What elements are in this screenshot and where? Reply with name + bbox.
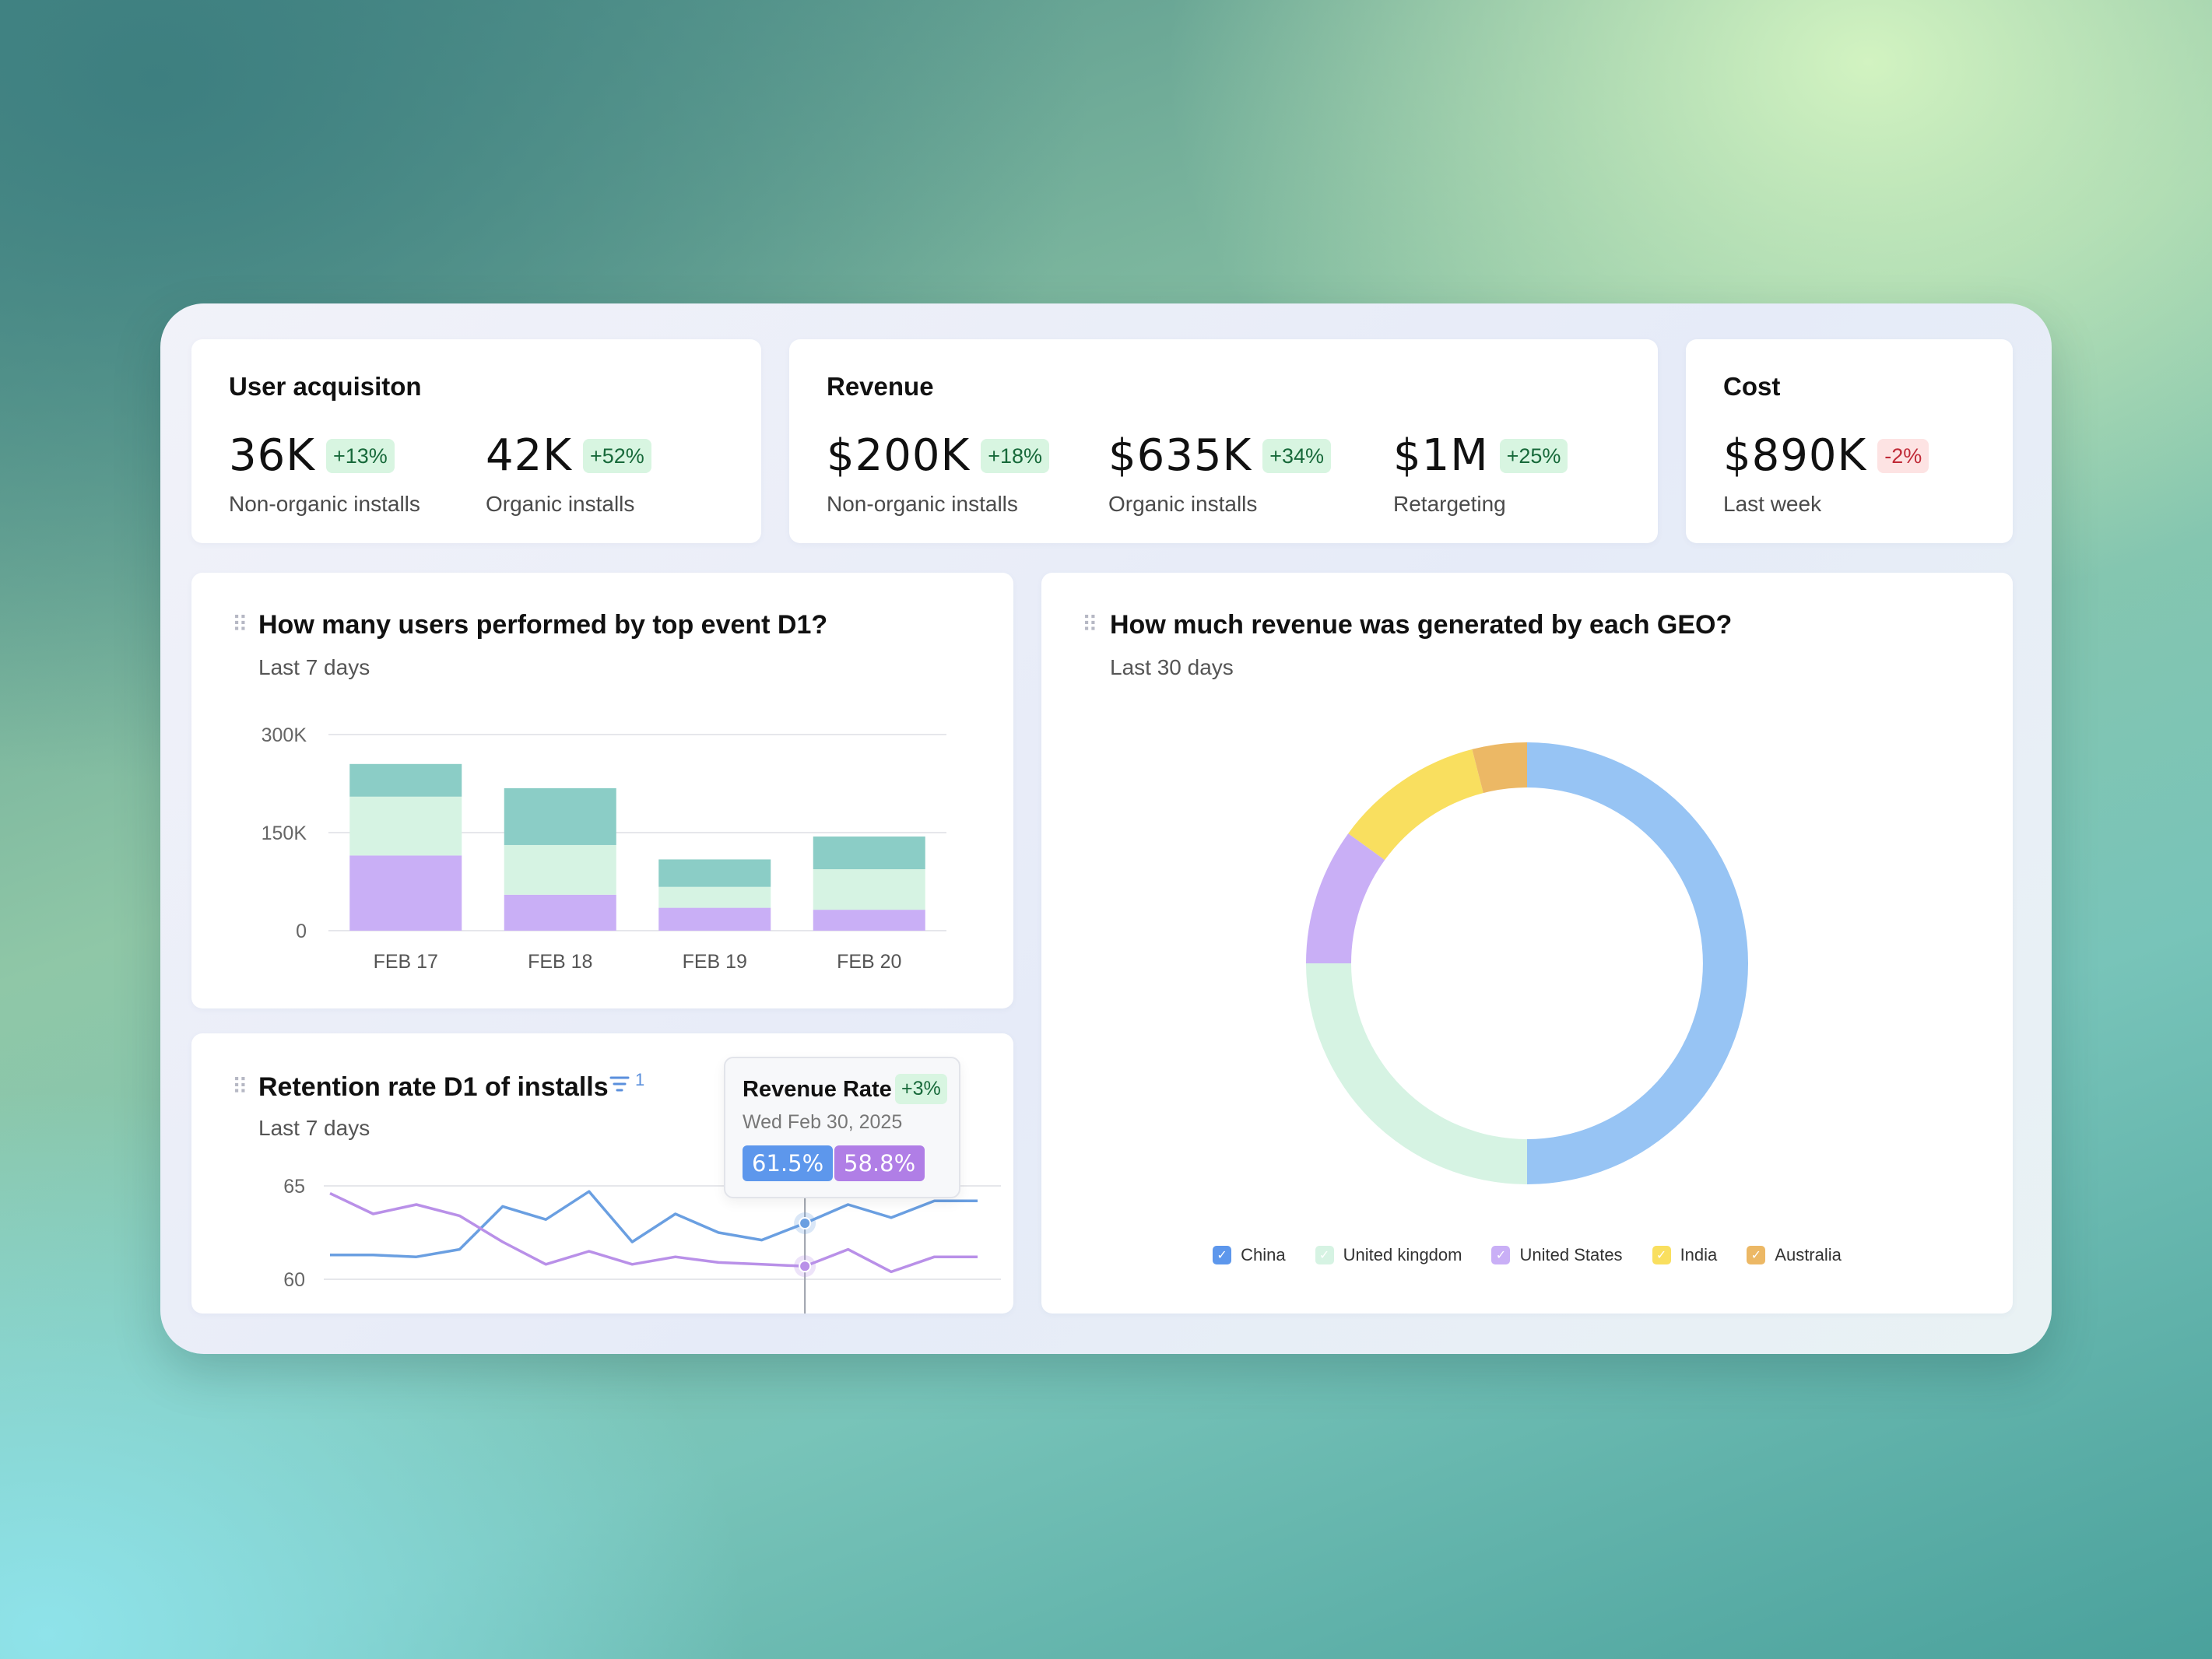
kpi-item: $635K +34% Organic installs	[1108, 430, 1332, 517]
y-tick-label: 0	[296, 921, 307, 942]
kpi-card-user-acquisition: User acquisiton 36K +13% Non-organic ins…	[191, 339, 761, 543]
tooltip-date: Wed Feb 30, 2025	[743, 1111, 903, 1133]
change-badge: +25%	[1499, 439, 1568, 473]
donut-chart	[1306, 742, 1748, 1184]
kpi-label: Last week	[1723, 492, 1822, 516]
chart-subtitle: Last 30 days	[1110, 655, 1234, 679]
bar-segment[interactable]	[349, 796, 462, 856]
kpi-card-revenue: Revenue $200K +18% Non-organic installs …	[789, 339, 1658, 543]
kpi-value: $200K	[827, 430, 971, 481]
bar-segment[interactable]	[658, 859, 771, 887]
series-line[interactable]	[330, 1190, 978, 1258]
hover-point[interactable]	[799, 1217, 812, 1229]
donut-slice-united-kingdom[interactable]	[1306, 963, 1527, 1184]
bar-segment[interactable]	[658, 886, 771, 908]
kpi-item: 42K +52% Organic installs	[486, 431, 651, 517]
donut-slice-australia[interactable]	[1472, 742, 1527, 794]
kpi-item: $200K +18% Non-organic installs	[827, 430, 1050, 517]
legend-item[interactable]: ✓ United States	[1491, 1245, 1623, 1265]
kpi-item: $890K -2% Last week	[1723, 431, 1929, 517]
bar-segment[interactable]	[658, 907, 771, 931]
bar-segment[interactable]	[504, 894, 616, 931]
kpi-value: 42K	[486, 430, 572, 481]
bar-segment[interactable]	[504, 844, 616, 895]
change-badge: +18%	[981, 439, 1050, 473]
bar-segment[interactable]	[813, 910, 925, 931]
kpi-title: Revenue	[827, 372, 934, 401]
bar-chart-card: ⠿ How many users performed by top event …	[191, 573, 1013, 1008]
legend-label: Australia	[1775, 1245, 1842, 1264]
legend-item[interactable]: ✓ China	[1213, 1245, 1286, 1265]
tooltip-value-a: 61.5%	[743, 1145, 834, 1181]
chart-title: How many users performed by top event D1…	[258, 610, 828, 640]
filter-button[interactable]: 1	[609, 1070, 644, 1094]
legend-item[interactable]: ✓ United kingdom	[1315, 1245, 1462, 1265]
checkbox-icon[interactable]: ✓	[1213, 1246, 1232, 1264]
drag-handle-icon[interactable]: ⠿	[1082, 612, 1097, 637]
y-tick-label: 65	[283, 1176, 305, 1198]
kpi-value: $890K	[1723, 430, 1867, 481]
checkbox-icon[interactable]: ✓	[1747, 1246, 1766, 1264]
change-badge: +34%	[1262, 439, 1332, 473]
tooltip-value-b: 58.8%	[834, 1145, 925, 1181]
donut-slice-india[interactable]	[1348, 749, 1483, 861]
tooltip-title: Revenue Rate	[743, 1077, 892, 1102]
chart-legend: ✓ China ✓ United kingdom ✓ United States ✓ Indi…	[1041, 1245, 2013, 1265]
kpi-label: Non-organic installs	[827, 492, 1018, 516]
legend-item[interactable]: ✓ Australia	[1747, 1245, 1842, 1265]
bar-segment[interactable]	[349, 763, 462, 797]
legend-label: United States	[1519, 1245, 1623, 1264]
change-badge: +52%	[582, 439, 651, 473]
legend-label: India	[1680, 1245, 1718, 1264]
line-chart: 65 60	[283, 1176, 1001, 1314]
chart-title: Retention rate D1 of installs	[258, 1072, 609, 1102]
kpi-label: Organic installs	[1108, 492, 1258, 516]
drag-handle-icon[interactable]: ⠿	[232, 1075, 248, 1099]
checkbox-icon[interactable]: ✓	[1652, 1246, 1671, 1264]
chart-subtitle: Last 7 days	[258, 655, 370, 679]
donut-slice-united-states[interactable]	[1306, 833, 1385, 963]
kpi-card-cost: Cost $890K -2% Last week	[1686, 339, 2013, 543]
kpi-value: $1M	[1393, 430, 1489, 481]
filter-count: 1	[635, 1070, 645, 1089]
x-tick-label: FEB 18	[528, 951, 592, 973]
chart-subtitle: Last 7 days	[258, 1116, 370, 1140]
legend-label: United kingdom	[1343, 1245, 1462, 1264]
y-tick-label: 300K	[262, 724, 307, 746]
change-badge: +3%	[895, 1074, 947, 1104]
filter-icon	[609, 1076, 630, 1092]
kpi-label: Retargeting	[1393, 492, 1506, 516]
kpi-item: 36K +13% Non-organic installs	[229, 431, 420, 517]
x-tick-label: FEB 17	[374, 951, 438, 973]
donut-chart-card: ⠿ How much revenue was generated by each…	[1041, 573, 2013, 1314]
x-tick-label: FEB 20	[837, 951, 901, 973]
x-tick-label: FEB 19	[683, 951, 747, 973]
series-line[interactable]	[329, 1192, 978, 1274]
drag-handle-icon[interactable]: ⠿	[232, 612, 248, 637]
legend-label: China	[1241, 1245, 1286, 1264]
bar-segment[interactable]	[349, 855, 462, 931]
bar-segment[interactable]	[504, 787, 616, 845]
kpi-title: Cost	[1723, 372, 1781, 401]
checkbox-icon[interactable]: ✓	[1315, 1246, 1334, 1264]
y-tick-label: 150K	[262, 822, 307, 844]
change-badge: +13%	[325, 439, 395, 473]
kpi-title: User acquisiton	[229, 372, 422, 401]
checkbox-icon[interactable]: ✓	[1491, 1246, 1511, 1264]
bar-segment[interactable]	[813, 869, 925, 910]
kpi-value: $635K	[1108, 430, 1252, 481]
bar-chart: 300K 150K 0 FEB 17 FEB 18 FEB 19 FEB 20	[262, 724, 946, 973]
donut-slice-china[interactable]	[1527, 742, 1748, 1184]
bar-segment[interactable]	[813, 837, 925, 870]
chart-tooltip: Revenue Rate +3% Wed Feb 30, 2025 61.5% …	[724, 1057, 960, 1198]
kpi-label: Organic installs	[486, 492, 635, 516]
kpi-label: Non-organic installs	[229, 492, 420, 516]
legend-item[interactable]: ✓ India	[1652, 1245, 1718, 1265]
kpi-value: 36K	[229, 430, 315, 481]
kpi-item: $1M +25% Retargeting	[1393, 431, 1568, 517]
hover-point[interactable]	[799, 1260, 812, 1273]
y-tick-label: 60	[283, 1269, 305, 1291]
chart-title: How much revenue was generated by each G…	[1110, 610, 1733, 640]
change-badge: -2%	[1877, 439, 1929, 473]
